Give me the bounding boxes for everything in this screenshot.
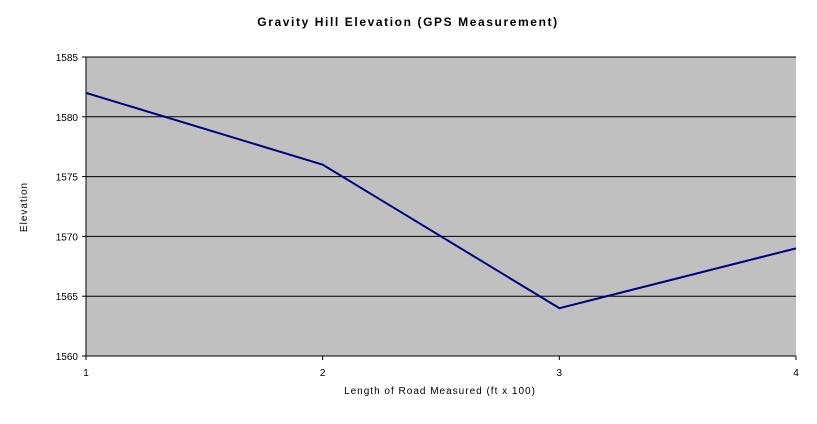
x-axis-ticks: 1 2 3 4 xyxy=(83,356,799,379)
x-tick-label: 3 xyxy=(557,368,563,379)
x-axis-label: Length of Road Measured (ft x 100) xyxy=(344,386,536,397)
y-tick-label: 1560 xyxy=(56,352,79,363)
y-tick-label: 1575 xyxy=(56,173,79,184)
chart-title: Gravity Hill Elevation (GPS Measurement) xyxy=(257,15,558,29)
x-tick-label: 2 xyxy=(320,368,326,379)
y-tick-label: 1580 xyxy=(56,113,79,124)
y-tick-label: 1585 xyxy=(56,53,79,64)
y-axis-ticks: 1560 1565 1570 1575 1580 1585 xyxy=(56,53,86,363)
plot-area xyxy=(86,57,796,356)
x-tick-label: 1 xyxy=(83,368,89,379)
y-tick-label: 1570 xyxy=(56,232,79,243)
axes xyxy=(85,57,796,357)
series-line-0 xyxy=(85,91,797,310)
series-group xyxy=(85,91,797,310)
gridlines xyxy=(86,56,796,297)
y-tick-label: 1565 xyxy=(56,292,79,303)
x-tick-label: 4 xyxy=(793,368,799,379)
y-axis-label: Elevation xyxy=(19,182,30,232)
